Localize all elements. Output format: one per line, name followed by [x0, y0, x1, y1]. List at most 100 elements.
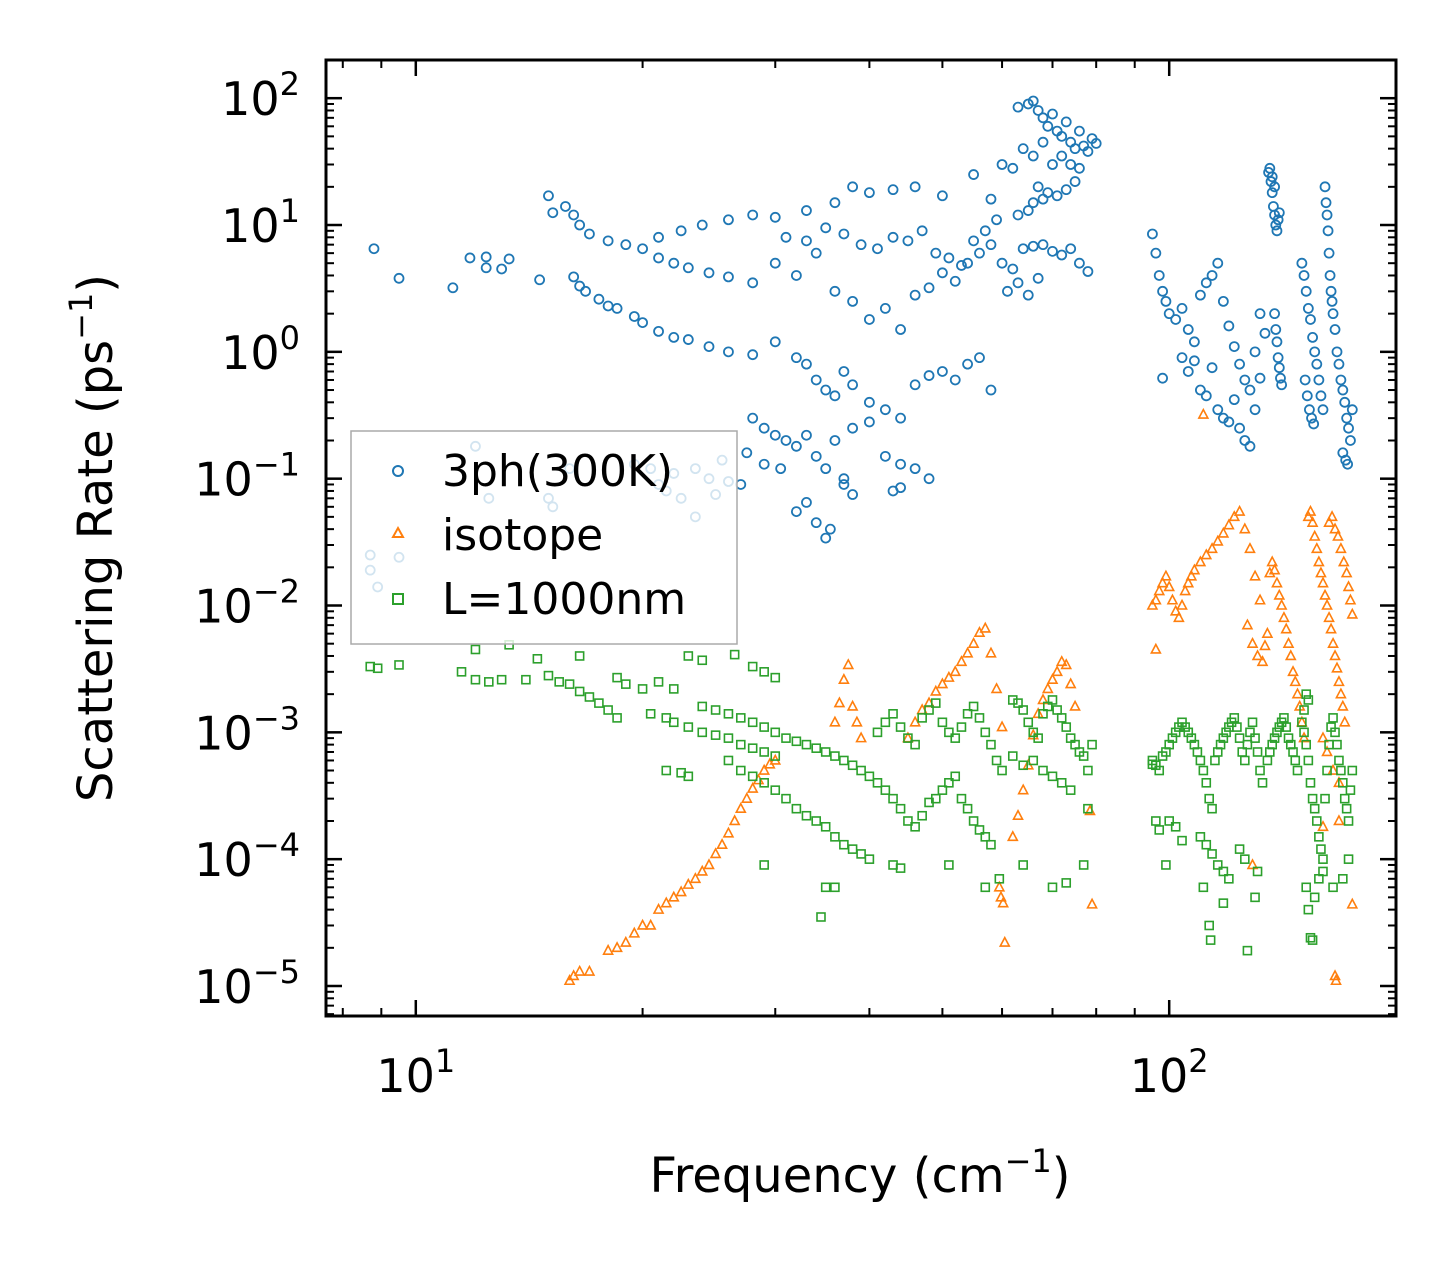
data-point — [902, 235, 914, 247]
data-point — [759, 778, 769, 788]
data-point — [1047, 695, 1058, 705]
data-point — [1182, 576, 1195, 588]
data-point — [1177, 835, 1187, 846]
data-point — [810, 247, 822, 259]
data-point — [887, 231, 899, 243]
data-point — [568, 271, 580, 283]
data-point — [1078, 751, 1089, 761]
data-point — [1307, 935, 1318, 945]
data-point — [710, 730, 721, 740]
data-point — [1297, 717, 1307, 728]
data-point — [930, 793, 941, 804]
data-point — [1254, 308, 1266, 320]
data-point — [1336, 765, 1346, 776]
data-point — [801, 235, 812, 247]
data-point — [653, 231, 664, 243]
data-point — [863, 416, 875, 428]
data-point — [1271, 225, 1283, 237]
data-point — [759, 667, 769, 677]
data-point — [944, 727, 954, 738]
data-point — [968, 169, 979, 180]
data-point — [1060, 184, 1072, 196]
data-point — [1299, 727, 1309, 738]
data-point — [1329, 522, 1341, 534]
data-point — [937, 366, 948, 377]
data-point — [1022, 289, 1034, 301]
data-point — [1346, 404, 1358, 416]
data-point — [1267, 739, 1278, 750]
data-point — [993, 880, 1006, 892]
data-point — [943, 670, 955, 682]
data-point — [950, 733, 961, 743]
data-point — [801, 358, 812, 370]
data-point — [979, 621, 992, 633]
data-point — [863, 187, 875, 199]
data-point — [1341, 412, 1353, 424]
data-point — [480, 251, 492, 263]
data-point — [1228, 510, 1241, 522]
data-point — [962, 257, 973, 269]
data-point — [879, 450, 891, 462]
data-point — [962, 803, 973, 814]
data-point — [956, 260, 967, 271]
data-point — [974, 713, 985, 723]
data-point — [1317, 820, 1329, 832]
data-point — [1266, 187, 1278, 199]
data-point — [675, 885, 687, 897]
data-point — [1305, 778, 1316, 788]
data-point — [937, 267, 948, 279]
data-point — [1311, 816, 1322, 826]
data-point — [661, 765, 672, 776]
data-point — [847, 489, 859, 500]
data-point — [667, 890, 680, 902]
data-point — [791, 803, 802, 814]
data-point — [810, 517, 822, 529]
data-point — [1090, 138, 1102, 149]
data-point — [668, 717, 679, 728]
data-point — [602, 943, 614, 955]
data-point — [1252, 747, 1263, 757]
data-point — [1271, 576, 1283, 588]
data-point — [1212, 860, 1223, 870]
data-point — [1182, 366, 1194, 377]
data-point — [1212, 404, 1224, 416]
data-point — [1211, 534, 1224, 546]
data-point — [722, 826, 735, 838]
data-point — [1074, 125, 1085, 137]
data-point — [1228, 394, 1240, 406]
data-point — [986, 839, 996, 850]
data-point — [1234, 733, 1245, 743]
y-tick-label: 10−2 — [194, 573, 300, 634]
y-tick-labels: 102 101 100 10−1 10−2 10−3 10−4 10−5 — [194, 65, 300, 1014]
data-point — [1341, 803, 1352, 814]
data-point — [1223, 416, 1235, 428]
data-point — [895, 458, 906, 470]
data-point — [660, 896, 673, 908]
data-point — [1270, 219, 1282, 231]
data-point — [770, 785, 781, 795]
data-point — [990, 682, 1003, 694]
data-point — [1325, 285, 1337, 297]
data-point — [1207, 849, 1217, 859]
data-point — [668, 684, 679, 694]
data-point — [1303, 695, 1314, 705]
data-point — [1306, 412, 1317, 424]
data-point — [864, 771, 875, 782]
data-point — [1301, 882, 1312, 893]
data-point — [1007, 751, 1018, 761]
data-point — [1323, 611, 1335, 623]
data-point — [1255, 765, 1265, 776]
data-point — [1083, 803, 1093, 814]
data-point — [1333, 358, 1345, 370]
data-point — [1283, 733, 1294, 743]
data-point — [1169, 604, 1182, 616]
data-point — [1323, 247, 1335, 259]
x-tick-label: 102 — [1130, 1042, 1209, 1103]
data-point — [991, 755, 1002, 766]
data-point — [1329, 969, 1341, 981]
data-point — [847, 422, 859, 434]
legend-label-3ph: 3ph(300K) — [442, 446, 673, 497]
data-point — [574, 219, 586, 231]
data-point — [1345, 435, 1356, 446]
data-point — [1342, 580, 1355, 592]
